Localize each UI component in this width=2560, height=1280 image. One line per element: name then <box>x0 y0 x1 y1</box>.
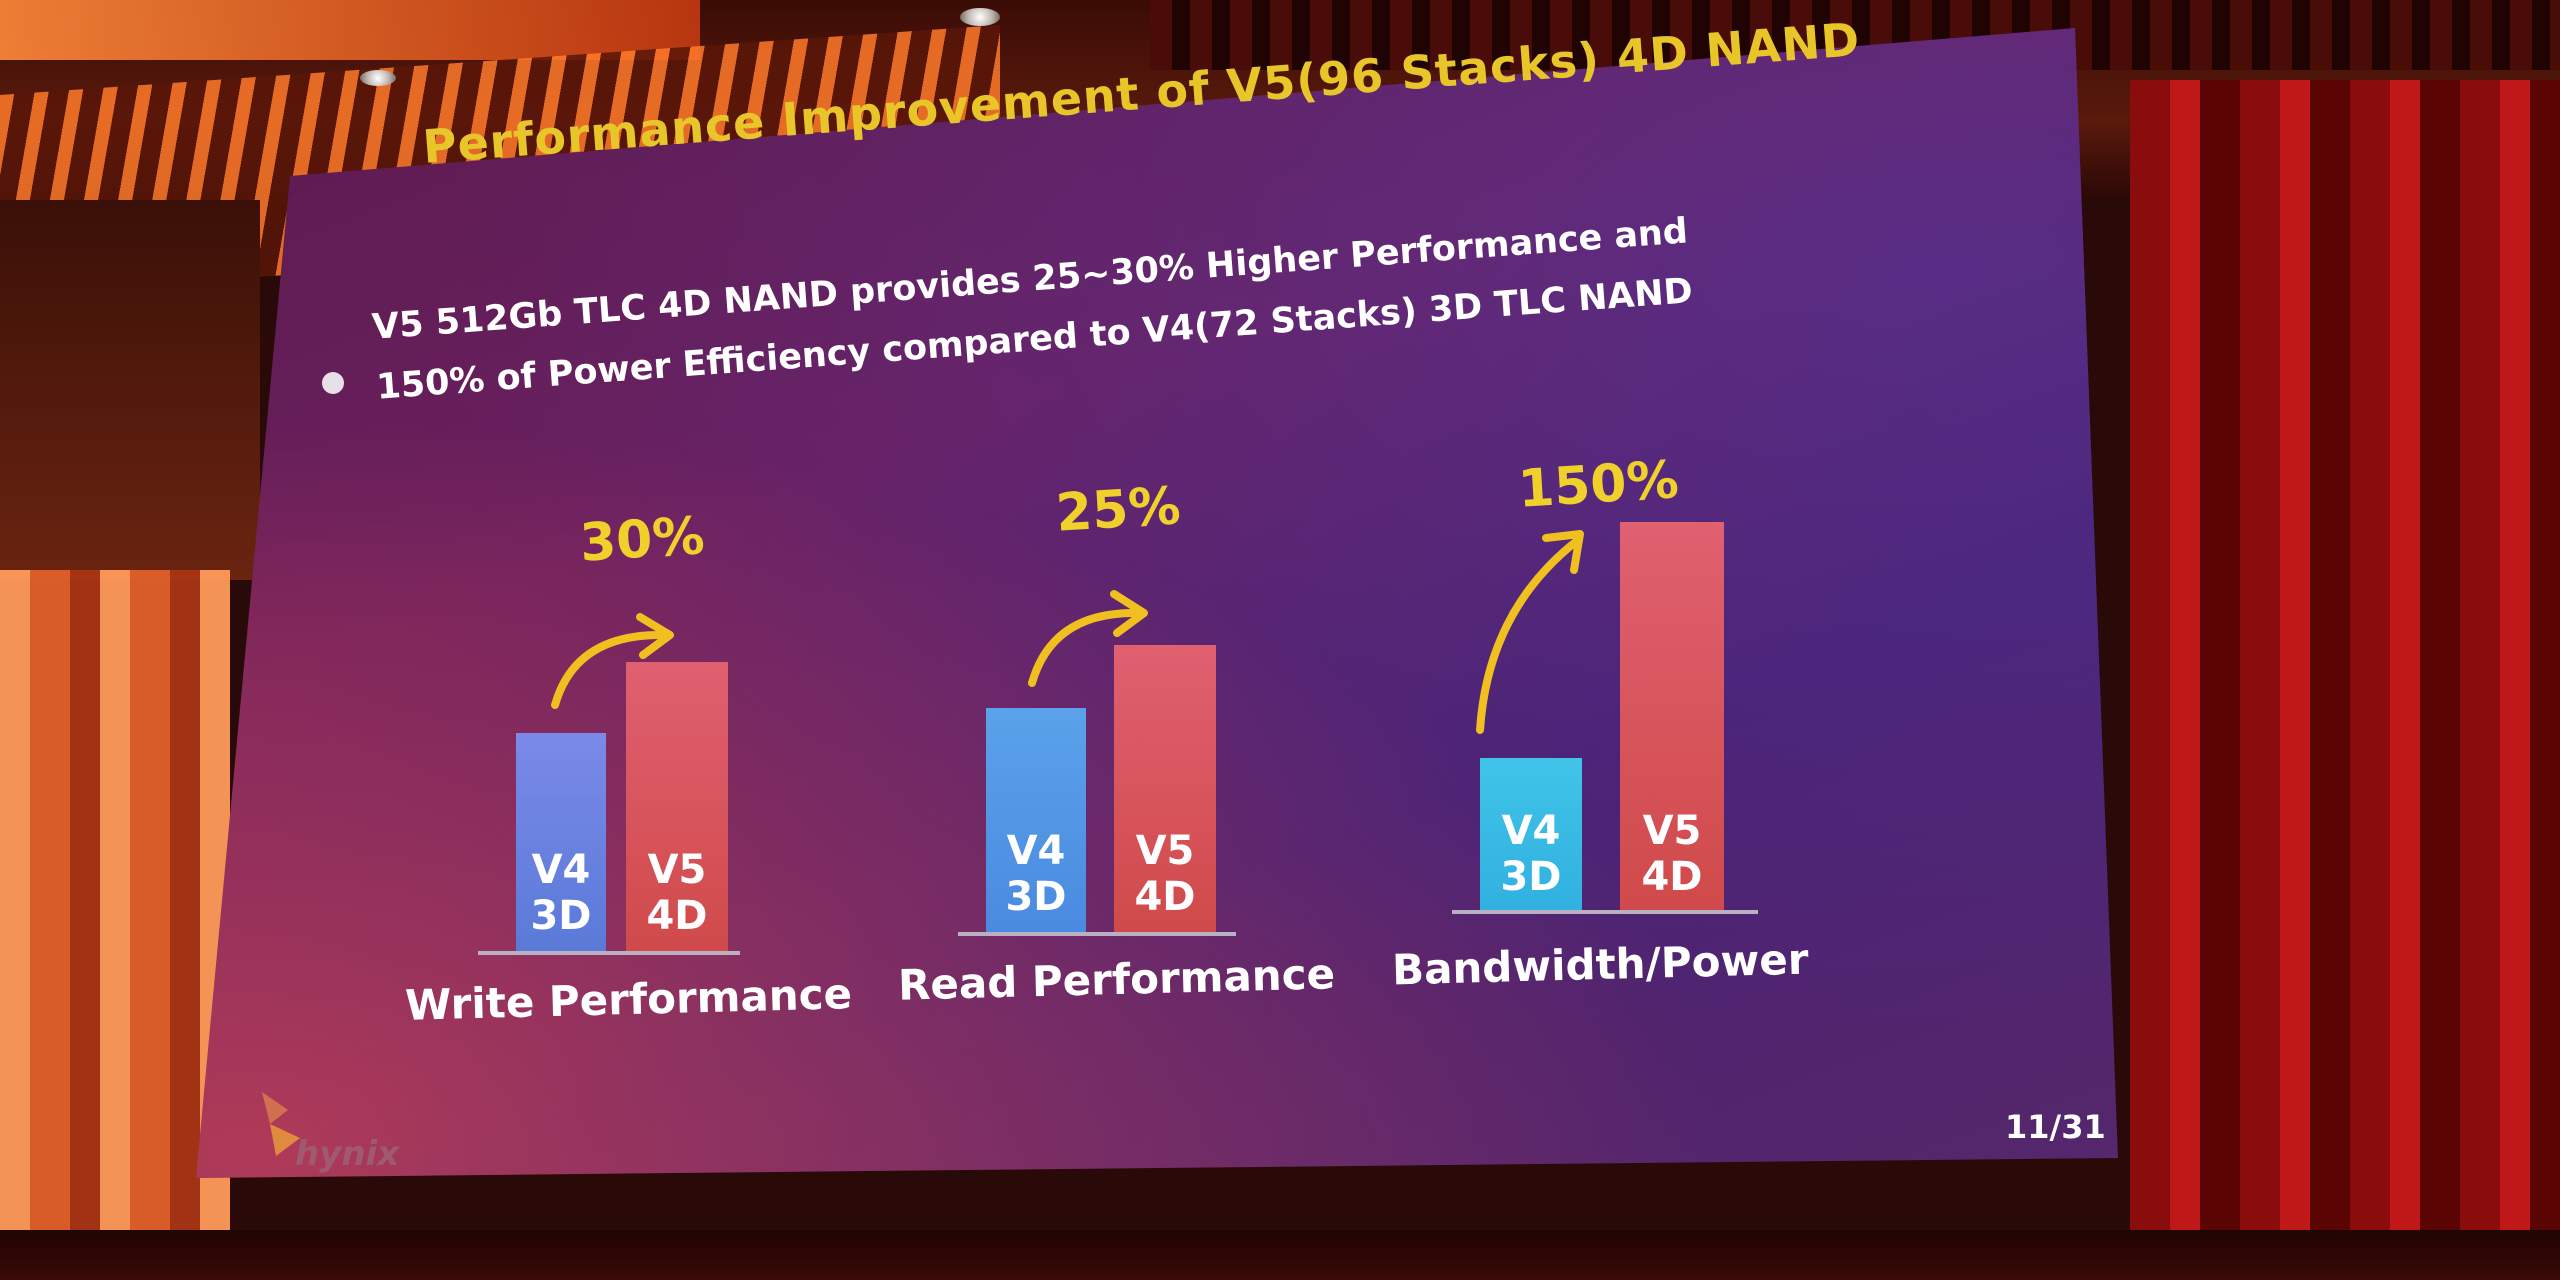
bar-label: 3D <box>1500 854 1562 900</box>
bar-label: V4 <box>531 847 591 893</box>
spotlight <box>360 70 396 86</box>
ceiling-light <box>0 0 700 60</box>
bar-label: 3D <box>530 893 592 939</box>
bar-v5: V5 4D <box>1114 645 1216 934</box>
bar-v5: V5 4D <box>626 662 728 953</box>
stage-floor <box>0 1230 2560 1280</box>
bar-label: 4D <box>646 893 708 939</box>
sk-logo-icon <box>262 1092 300 1156</box>
bar-v4: V4 3D <box>516 733 606 953</box>
bar-label: V5 <box>1135 828 1195 874</box>
arrow-icon <box>551 613 674 709</box>
bar-label: V4 <box>1501 808 1561 854</box>
bar-label: 3D <box>1005 874 1067 920</box>
bar-v4: V4 3D <box>1480 758 1582 914</box>
right-curtain <box>2130 80 2560 1280</box>
improvement-percent: 150% <box>1516 450 1681 520</box>
left-curtain <box>0 570 230 1280</box>
bar-v5: V5 4D <box>1620 522 1724 914</box>
logo-text: hynix <box>295 1134 400 1174</box>
bar-label: V5 <box>647 847 707 893</box>
page-number: 11/31 <box>2005 1108 2106 1146</box>
bar-label: V4 <box>1006 828 1066 874</box>
left-wall <box>0 200 260 580</box>
bar-label: V5 <box>1642 808 1702 854</box>
improvement-percent: 25% <box>1054 476 1183 544</box>
bar-label: 4D <box>1134 874 1196 920</box>
chart-baseline <box>1452 910 1758 914</box>
bullet-icon <box>322 372 344 394</box>
bar-v4: V4 3D <box>986 708 1086 934</box>
chart-baseline <box>478 951 740 955</box>
arrow-icon <box>1028 590 1148 687</box>
chart-baseline <box>958 932 1236 936</box>
arrow-icon <box>1476 530 1584 734</box>
bar-label: 4D <box>1641 854 1703 900</box>
spotlight <box>960 8 1000 26</box>
improvement-percent: 30% <box>578 506 707 574</box>
